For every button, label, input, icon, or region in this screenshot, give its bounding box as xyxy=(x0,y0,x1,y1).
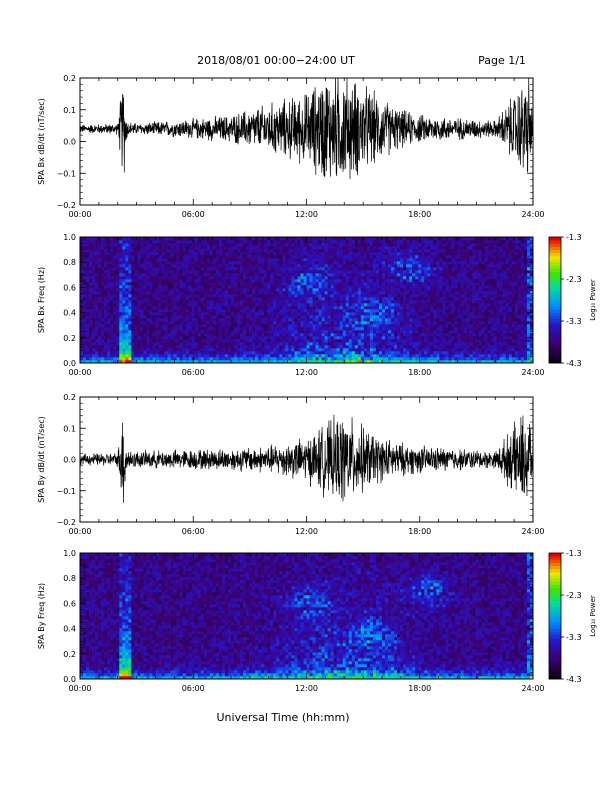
colorbar-tick-label: -2.3 xyxy=(566,275,582,284)
y-tick-label: 0.6 xyxy=(63,283,76,292)
y-tick-label: 0.2 xyxy=(63,74,76,83)
series-line xyxy=(80,78,533,180)
y-tick-label: 0.0 xyxy=(63,456,76,465)
x-tick-label: 24:00 xyxy=(521,368,544,377)
x-tick-label: 12:00 xyxy=(295,368,318,377)
figure-title: 2018/08/01 00:00−24:00 UT xyxy=(197,54,355,67)
x-tick-label: 00:00 xyxy=(68,684,91,693)
y-tick-label: −0.1 xyxy=(57,169,76,178)
y-tick-label: 0.1 xyxy=(63,424,76,433)
spectrogram-cells xyxy=(80,237,534,364)
x-tick-label: 18:00 xyxy=(408,684,431,693)
colorbar-frame xyxy=(548,236,562,364)
colorbar-tick-label: -3.3 xyxy=(566,317,582,326)
y-tick-label: −0.2 xyxy=(57,201,76,210)
y-tick-label: −0.2 xyxy=(57,518,76,527)
y-tick-label: 0.6 xyxy=(63,599,76,608)
y-tick-label: 0.0 xyxy=(63,675,76,684)
panels-group: 00:00 06:00 12:00 18:00 24:00 0.2 0.1 0.0 −0.1 −0… xyxy=(37,74,597,693)
y-tick-label: 0.4 xyxy=(63,309,76,318)
colorbar-tick-label: -1.3 xyxy=(566,233,582,242)
y-axis-label: SPA Bx dB/dt (nT/sec) xyxy=(37,98,46,185)
x-tick-label: 00:00 xyxy=(68,368,91,377)
x-tick-label: 06:00 xyxy=(182,210,205,219)
y-tick-label: 0.4 xyxy=(63,625,76,634)
y-tick-label: 0.8 xyxy=(63,258,76,267)
spectrogram-cells xyxy=(80,553,534,680)
x-tick-label: 12:00 xyxy=(295,527,318,536)
x-tick-label: 18:00 xyxy=(408,368,431,377)
timeseries-panel: 00:00 06:00 12:00 18:00 24:00 0.2 0.1 0.0 −0.1 −0… xyxy=(37,393,545,536)
y-tick-label: 0.2 xyxy=(63,393,76,402)
colorbar-frame xyxy=(548,552,562,680)
y-axis-label: SPA By Freq (Hz) xyxy=(37,583,46,649)
y-tick-label: −0.1 xyxy=(57,487,76,496)
y-tick-label: 0.1 xyxy=(63,106,76,115)
x-tick-label: 06:00 xyxy=(182,527,205,536)
colorbar-label: Log₁₀ Power xyxy=(589,595,597,637)
page-indicator: Page 1/1 xyxy=(478,54,526,67)
y-tick-label: 0.2 xyxy=(63,650,76,659)
x-tick-label: 24:00 xyxy=(521,210,544,219)
x-tick-label: 24:00 xyxy=(521,527,544,536)
colorbar-tick-label: -2.3 xyxy=(566,591,582,600)
y-tick-label: 1.0 xyxy=(63,549,76,558)
colorbar-tick-label: -1.3 xyxy=(566,549,582,558)
colorbar-label: Log₁₀ Power xyxy=(589,279,597,321)
x-tick-label: 18:00 xyxy=(408,527,431,536)
x-tick-label: 18:00 xyxy=(408,210,431,219)
y-axis-label: SPA Bx Freq (Hz) xyxy=(37,267,46,333)
spectrogram-panel: 00:00 06:00 12:00 18:00 24:00 0.0 0.2 0.4 0.6 0.8… xyxy=(37,233,597,377)
y-tick-label: 0.0 xyxy=(63,359,76,368)
series-line xyxy=(80,414,533,503)
y-axis-label: SPA By dB/dt (nT/sec) xyxy=(37,416,46,503)
y-tick-label: 1.0 xyxy=(63,233,76,242)
y-tick-label: 0.8 xyxy=(63,574,76,583)
y-tick-label: 0.0 xyxy=(63,138,76,147)
x-tick-label: 00:00 xyxy=(68,210,91,219)
x-tick-label: 12:00 xyxy=(295,684,318,693)
colorbar: -1.3 -2.3 -3.3 -4.3 Log₁₀ Power xyxy=(548,233,597,368)
colorbar-tick-label: -4.3 xyxy=(566,675,582,684)
x-axis-label: Universal Time (hh:mm) xyxy=(217,711,350,724)
x-tick-label: 24:00 xyxy=(521,684,544,693)
x-tick-label: 00:00 xyxy=(68,527,91,536)
x-tick-label: 12:00 xyxy=(295,210,318,219)
colorbar-tick-label: -3.3 xyxy=(566,633,582,642)
spectrogram-panel: 00:00 06:00 12:00 18:00 24:00 0.0 0.2 0.4 0.6 0.8… xyxy=(37,549,597,693)
x-tick-label: 06:00 xyxy=(182,684,205,693)
timeseries-panel: 00:00 06:00 12:00 18:00 24:00 0.2 0.1 0.0 −0.1 −0… xyxy=(37,74,545,219)
colorbar: -1.3 -2.3 -3.3 -4.3 Log₁₀ Power xyxy=(548,549,597,684)
colorbar-tick-label: -4.3 xyxy=(566,359,582,368)
y-tick-label: 0.2 xyxy=(63,334,76,343)
x-tick-label: 06:00 xyxy=(182,368,205,377)
